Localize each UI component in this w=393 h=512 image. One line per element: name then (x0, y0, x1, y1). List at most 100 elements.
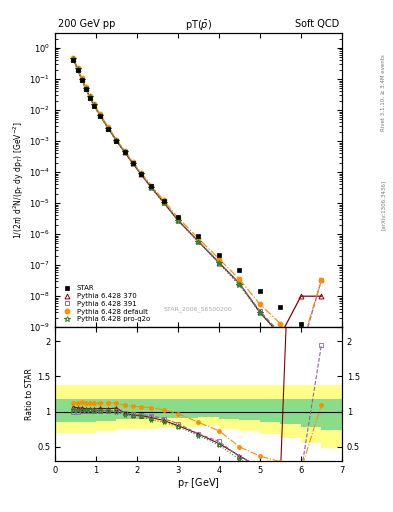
Pythia 6.428 pro-q2o (114, 138, 119, 144)
STAR (161, 198, 166, 204)
STAR (71, 57, 76, 63)
Legend: STAR, Pythia 6.428 370, Pythia 6.428 391, Pythia 6.428 default, Pythia 6.428 pro: STAR, Pythia 6.428 370, Pythia 6.428 391… (59, 284, 151, 324)
STAR (114, 138, 119, 144)
Pythia 6.428 391 (88, 95, 92, 101)
STAR (257, 288, 262, 294)
Pythia 6.428 370 (106, 125, 111, 131)
Pythia 6.428 default (106, 124, 111, 130)
Pythia 6.428 391 (106, 125, 111, 132)
Pythia 6.428 391 (92, 102, 96, 109)
Pythia 6.428 pro-q2o (83, 86, 88, 92)
STAR (98, 113, 103, 119)
Pythia 6.428 391 (75, 67, 80, 73)
Pythia 6.428 default (139, 169, 143, 176)
Pythia 6.428 default (83, 84, 88, 91)
Pythia 6.428 pro-q2o (196, 239, 201, 245)
Pythia 6.428 pro-q2o (149, 185, 154, 191)
STAR (217, 251, 221, 258)
Pythia 6.428 370 (71, 56, 76, 62)
Pythia 6.428 370 (130, 160, 135, 166)
Pythia 6.428 default (130, 159, 135, 165)
Pythia 6.428 default (176, 215, 180, 221)
Text: 200 GeV pp: 200 GeV pp (58, 19, 115, 29)
Pythia 6.428 pro-q2o (122, 150, 127, 156)
STAR (176, 214, 180, 220)
Pythia 6.428 391 (98, 113, 103, 119)
Pythia 6.428 pro-q2o (92, 102, 96, 109)
Pythia 6.428 370 (139, 171, 143, 177)
Pythia 6.428 391 (176, 217, 180, 223)
Pythia 6.428 370 (278, 332, 283, 338)
Pythia 6.428 370 (217, 260, 221, 266)
Pythia 6.428 default (237, 276, 242, 283)
Pythia 6.428 391 (278, 330, 283, 336)
Title: pT($\bar{p}$): pT($\bar{p}$) (185, 19, 212, 33)
Pythia 6.428 pro-q2o (75, 67, 80, 73)
Pythia 6.428 391 (139, 171, 143, 177)
STAR (88, 95, 92, 101)
Pythia 6.428 default (257, 301, 262, 307)
Pythia 6.428 default (75, 65, 80, 71)
Pythia 6.428 default (196, 236, 201, 242)
Pythia 6.428 391 (161, 199, 166, 205)
Pythia 6.428 pro-q2o (257, 310, 262, 316)
Pythia 6.428 pro-q2o (130, 161, 135, 167)
Pythia 6.428 default (161, 197, 166, 203)
STAR (149, 183, 154, 189)
Pythia 6.428 default (278, 321, 283, 327)
Pythia 6.428 391 (237, 281, 242, 287)
Pythia 6.428 default (149, 182, 154, 188)
Pythia 6.428 391 (71, 57, 76, 63)
Pythia 6.428 370 (88, 94, 92, 100)
Pythia 6.428 pro-q2o (79, 76, 84, 82)
Pythia 6.428 370 (122, 149, 127, 155)
STAR (122, 149, 127, 155)
STAR (83, 86, 88, 92)
Pythia 6.428 370 (161, 199, 166, 205)
X-axis label: p$_T$ [GeV]: p$_T$ [GeV] (177, 476, 220, 490)
STAR (278, 304, 283, 310)
Pythia 6.428 391 (319, 277, 324, 283)
Pythia 6.428 pro-q2o (71, 56, 76, 62)
STAR (299, 321, 303, 327)
Pythia 6.428 370 (98, 112, 103, 118)
Pythia 6.428 370 (299, 293, 303, 299)
Pythia 6.428 391 (79, 77, 84, 83)
STAR (79, 77, 84, 83)
Pythia 6.428 391 (114, 138, 119, 144)
Pythia 6.428 370 (257, 309, 262, 315)
Pythia 6.428 370 (319, 293, 324, 299)
Pythia 6.428 pro-q2o (278, 332, 283, 338)
Pythia 6.428 default (88, 93, 92, 99)
Pythia 6.428 370 (92, 102, 96, 108)
Pythia 6.428 370 (196, 239, 201, 245)
Pythia 6.428 pro-q2o (176, 218, 180, 224)
Pythia 6.428 391 (196, 239, 201, 245)
Pythia 6.428 391 (122, 149, 127, 155)
STAR (130, 160, 135, 166)
Pythia 6.428 default (71, 55, 76, 61)
Pythia 6.428 pro-q2o (299, 351, 303, 357)
Pythia 6.428 default (114, 137, 119, 143)
Pythia 6.428 pro-q2o (217, 260, 221, 266)
STAR (340, 350, 344, 356)
STAR (92, 102, 96, 109)
Pythia 6.428 default (92, 101, 96, 107)
Y-axis label: Ratio to STAR: Ratio to STAR (25, 368, 34, 420)
STAR (139, 170, 143, 177)
Pythia 6.428 default (98, 111, 103, 117)
Pythia 6.428 391 (130, 160, 135, 166)
Pythia 6.428 370 (75, 66, 80, 72)
Pythia 6.428 391 (217, 259, 221, 265)
STAR (106, 126, 111, 132)
Line: Pythia 6.428 370: Pythia 6.428 370 (71, 56, 324, 338)
Line: Pythia 6.428 391: Pythia 6.428 391 (71, 57, 324, 353)
Pythia 6.428 pro-q2o (237, 282, 242, 288)
Pythia 6.428 pro-q2o (161, 200, 166, 206)
Pythia 6.428 370 (114, 137, 119, 143)
Pythia 6.428 pro-q2o (88, 94, 92, 100)
Pythia 6.428 370 (237, 280, 242, 286)
Line: Pythia 6.428 pro-q2o: Pythia 6.428 pro-q2o (71, 57, 304, 356)
Text: [arXiv:1306.3436]: [arXiv:1306.3436] (381, 180, 386, 230)
Pythia 6.428 391 (257, 308, 262, 314)
